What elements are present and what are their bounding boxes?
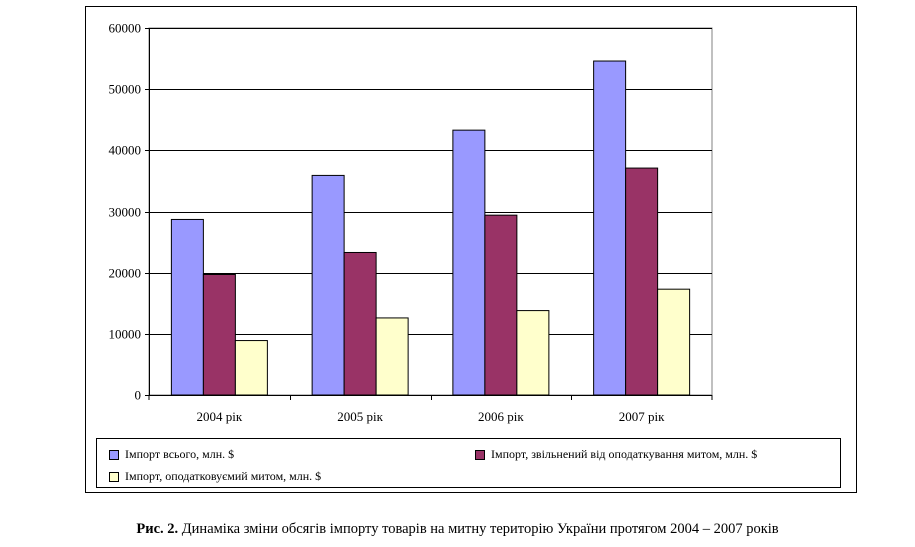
bar	[234, 340, 268, 396]
y-tick-label: 30000	[109, 205, 142, 220]
legend-swatch-taxed	[109, 471, 119, 482]
y-tick-label: 40000	[109, 143, 142, 158]
bar	[516, 310, 550, 396]
x-axis: 2004 рік 2005 рік 2006 рік 2007 рік	[148, 395, 713, 424]
x-tick-label: 2005 рік	[337, 409, 383, 424]
legend-item-exempt: Імпорт, звільнений від оподаткування мит…	[475, 447, 757, 462]
bar	[625, 167, 659, 396]
y-tick-label: 50000	[109, 82, 142, 97]
y-axis: 0 10000 20000 30000 40000 50000 60000	[109, 21, 150, 403]
y-tick-label: 20000	[109, 266, 142, 281]
chart-frame	[85, 6, 857, 493]
y-tick-label: 10000	[109, 327, 142, 342]
y-tick-label: 0	[135, 388, 142, 403]
bar	[484, 214, 518, 396]
x-tick-label: 2007 рік	[619, 409, 665, 424]
y-tick-label: 60000	[109, 21, 142, 36]
bar	[170, 218, 204, 396]
x-tick-label: 2006 рік	[478, 409, 524, 424]
legend-label-exempt: Імпорт, звільнений від оподаткування мит…	[491, 447, 758, 461]
bar	[311, 174, 345, 396]
bar	[202, 274, 236, 396]
caption-text: Динаміка зміни обсягів імпорту товарів н…	[178, 521, 779, 537]
bar	[343, 251, 377, 396]
bar	[375, 317, 409, 396]
bar	[452, 129, 486, 396]
legend-label-taxed: Імпорт, оподатковуємий митом, млн. $	[125, 469, 322, 483]
bar	[657, 288, 691, 396]
caption-label: Рис. 2.	[136, 521, 179, 537]
bar	[593, 60, 627, 396]
legend-label-total: Імпорт всього, млн. $	[125, 447, 235, 461]
legend-swatch-exempt	[475, 449, 485, 460]
legend-item-total: Імпорт всього, млн. $	[109, 447, 234, 462]
bars	[170, 60, 691, 396]
legend: Імпорт всього, млн. $ Імпорт, звільнений…	[96, 438, 841, 488]
legend-item-taxed: Імпорт, оподатковуємий митом, млн. $	[109, 469, 321, 484]
x-tick-label: 2004 рік	[197, 409, 243, 424]
figure-caption: Рис. 2. Динаміка зміни обсягів імпорту т…	[0, 521, 915, 538]
legend-swatch-total	[109, 449, 119, 460]
